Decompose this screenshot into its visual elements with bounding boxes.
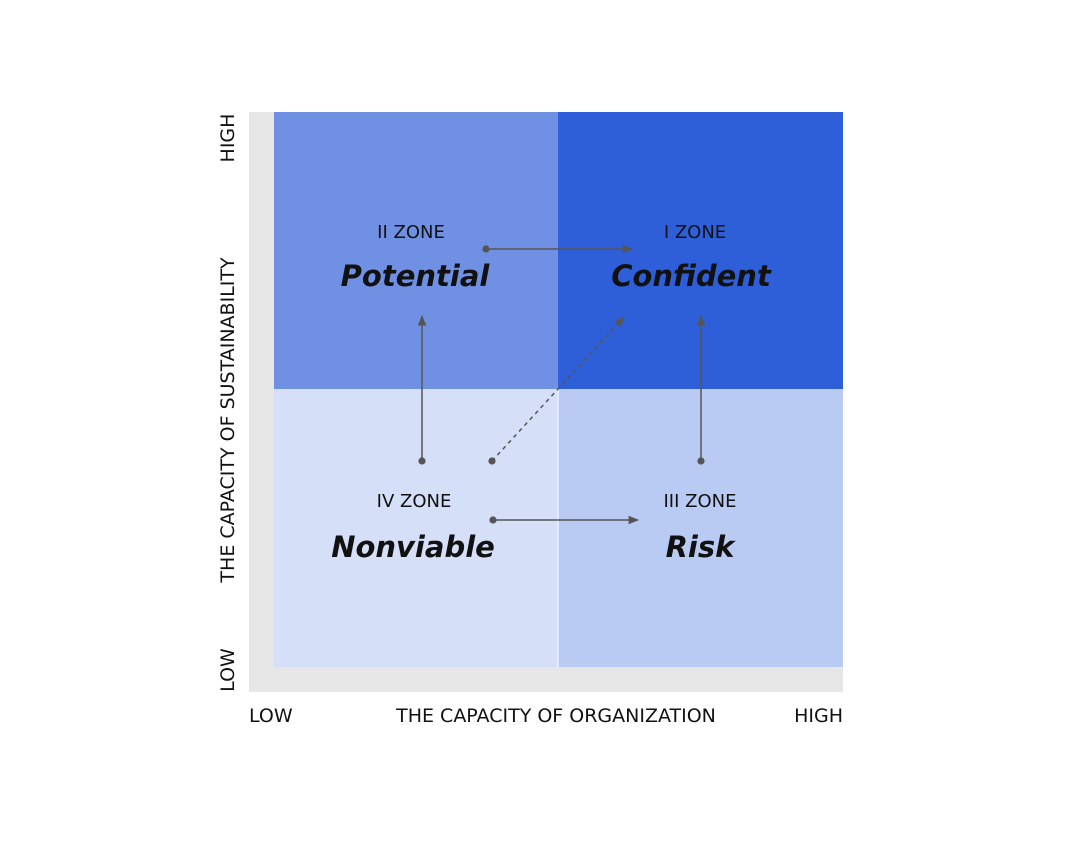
zone-label: III ZONE [664,491,737,512]
zone-label: I ZONE [664,222,726,243]
zone-name: Risk [666,530,737,564]
quadrant-2 [274,112,558,389]
quadrant-4 [274,389,558,667]
zone-name: Nonviable [331,530,495,564]
zone-name: Confident [611,259,772,293]
x-axis-title: THE CAPACITY OF ORGANIZATION [395,705,716,727]
zone-name: Potential [341,259,491,293]
y-axis-high: HIGH [217,114,239,163]
dashed-arrow [488,316,625,465]
y-axis-low: LOW [217,648,239,692]
x-axis-high: HIGH [794,705,843,727]
x-axis-low: LOW [249,705,293,727]
zone-label: II ZONE [377,222,445,243]
y-axis-title: THE CAPACITY OF SUSTAINABILITY [217,257,239,584]
zone-label: IV ZONE [377,491,452,512]
